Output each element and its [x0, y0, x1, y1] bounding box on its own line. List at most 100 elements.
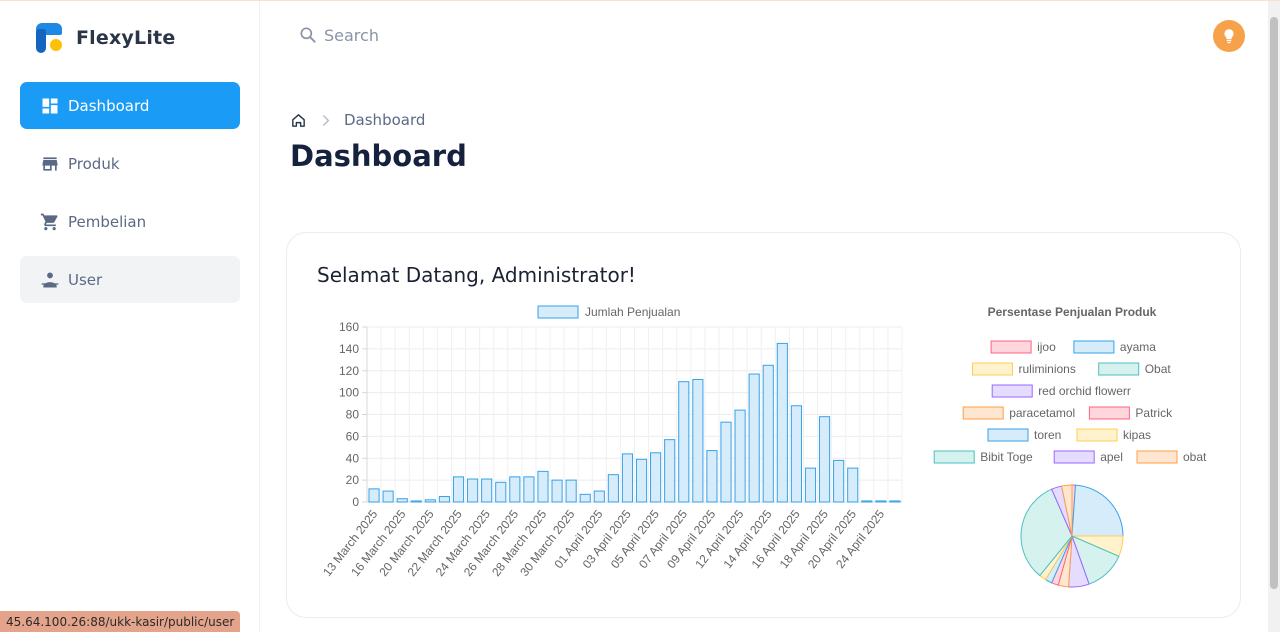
y-tick-label: 140	[339, 342, 359, 356]
bar	[607, 474, 619, 503]
status-url: 45.64.100.26:88/ukk-kasir/public/user	[0, 611, 241, 632]
bar	[565, 479, 577, 503]
bar	[382, 490, 394, 503]
bar	[537, 470, 549, 503]
brand-name: FlexyLite	[76, 27, 176, 49]
breadcrumb: Dashboard	[290, 111, 425, 129]
sidebar-item-produk[interactable]: Produk	[20, 140, 240, 187]
pie-legend-label: Patrick	[1135, 406, 1173, 420]
bar	[861, 500, 873, 503]
bar	[495, 481, 507, 503]
bar	[875, 500, 887, 503]
y-tick-label: 60	[346, 429, 360, 443]
dashboard-icon	[42, 98, 58, 113]
chart-legend: Jumlah Penjualan	[537, 305, 680, 319]
bar	[664, 439, 676, 503]
page-scrollbar[interactable]	[1268, 1, 1280, 632]
bar	[579, 493, 591, 503]
pie-legend-swatch	[1088, 406, 1130, 420]
product-pie-chart: Persentase Penjualan Produk ijoo ayama ruli…	[933, 305, 1207, 588]
pie-legend-label: apel	[1100, 450, 1123, 464]
pie-legend-swatch	[1053, 450, 1095, 464]
pie-legend-label: obat	[1183, 450, 1207, 464]
sidebar-item-label: Produk	[68, 154, 120, 173]
y-tick-label: 120	[339, 364, 359, 378]
bar	[833, 459, 845, 503]
chevron-right-icon	[322, 114, 330, 126]
pie-legend-label: Obat	[1145, 362, 1172, 376]
y-tick-label: 100	[339, 386, 359, 400]
welcome-message: Selamat Datang, Administrator!	[317, 263, 636, 287]
bar	[509, 476, 521, 503]
pie-slice	[1020, 488, 1073, 577]
bar	[847, 467, 859, 503]
pie-legend-label: kipas	[1123, 428, 1151, 442]
store-icon	[42, 156, 58, 171]
bar	[776, 342, 788, 503]
bar	[762, 364, 774, 503]
sidebar: FlexyLite Dashboard Produk Pembelian Use…	[0, 1, 260, 632]
avatar[interactable]	[1213, 20, 1245, 52]
legend-label: Jumlah Penjualan	[585, 305, 680, 319]
topbar: Search	[260, 1, 1270, 73]
y-tick-label: 20	[346, 473, 360, 487]
sidebar-item-pembelian[interactable]: Pembelian	[20, 198, 240, 245]
bar	[438, 496, 451, 503]
search-icon	[300, 27, 316, 43]
bar	[889, 500, 901, 503]
pie-legend-swatch	[1076, 428, 1118, 442]
pie-legend-label: Bibit Toge	[980, 450, 1033, 464]
scrollbar-thumb[interactable]	[1270, 17, 1278, 589]
bar	[635, 458, 648, 503]
bar	[804, 467, 817, 503]
bar	[818, 416, 831, 503]
cart-icon	[40, 213, 58, 230]
bar	[706, 450, 718, 503]
bar	[523, 476, 535, 503]
y-tick-label: 40	[346, 451, 360, 465]
pie-legend-swatch	[990, 340, 1032, 354]
pie-legend-label: red orchid flowerr	[1038, 384, 1131, 398]
breadcrumb-current: Dashboard	[344, 111, 426, 129]
pie-legend-swatch	[972, 362, 1013, 376]
bar	[748, 373, 760, 503]
search-input[interactable]: Search	[324, 25, 379, 45]
pie-legend-swatch	[962, 406, 1004, 420]
bar	[368, 488, 380, 503]
bar	[410, 500, 422, 503]
sidebar-item-dashboard[interactable]: Dashboard	[20, 82, 240, 129]
pie-legend-swatch	[987, 428, 1029, 442]
pie-legend-swatch	[1073, 340, 1115, 354]
bar	[790, 405, 802, 503]
bar	[424, 499, 436, 503]
sidebar-item-user[interactable]: User	[20, 256, 240, 303]
sidebar-item-label: Pembelian	[68, 212, 147, 231]
sidebar-item-label: User	[68, 270, 103, 289]
home-icon[interactable]	[290, 112, 307, 129]
bar	[720, 421, 732, 503]
pie-title: Persentase Penjualan Produk	[988, 305, 1157, 319]
sidebar-item-label: Dashboard	[68, 96, 150, 115]
sales-bar-chart: Jumlah Penjualan02040608010012014016013 …	[320, 305, 903, 579]
bar	[551, 479, 563, 503]
bar	[452, 476, 465, 503]
pie-slice	[1071, 484, 1124, 537]
bar	[678, 381, 690, 503]
legend-swatch	[537, 305, 579, 319]
pie-legend-swatch	[933, 450, 975, 464]
pie-legend-label: ijoo	[1037, 340, 1056, 354]
lightbulb-icon	[1224, 29, 1234, 44]
bar	[593, 490, 605, 503]
search-box[interactable]: Search	[298, 25, 379, 45]
pie-legend-label: toren	[1034, 428, 1061, 442]
dashboard-card: Selamat Datang, Administrator! Jumlah Pe…	[286, 232, 1241, 618]
pie-legend-swatch	[1136, 450, 1178, 464]
brand-logo-icon	[36, 23, 64, 53]
bar	[734, 409, 746, 503]
brand[interactable]: FlexyLite	[36, 23, 175, 53]
bar	[621, 453, 634, 503]
pie-legend-label: ruliminions	[1019, 362, 1076, 376]
page-title: Dashboard	[290, 139, 467, 173]
pie-legend-label: paracetamol	[1009, 406, 1075, 420]
